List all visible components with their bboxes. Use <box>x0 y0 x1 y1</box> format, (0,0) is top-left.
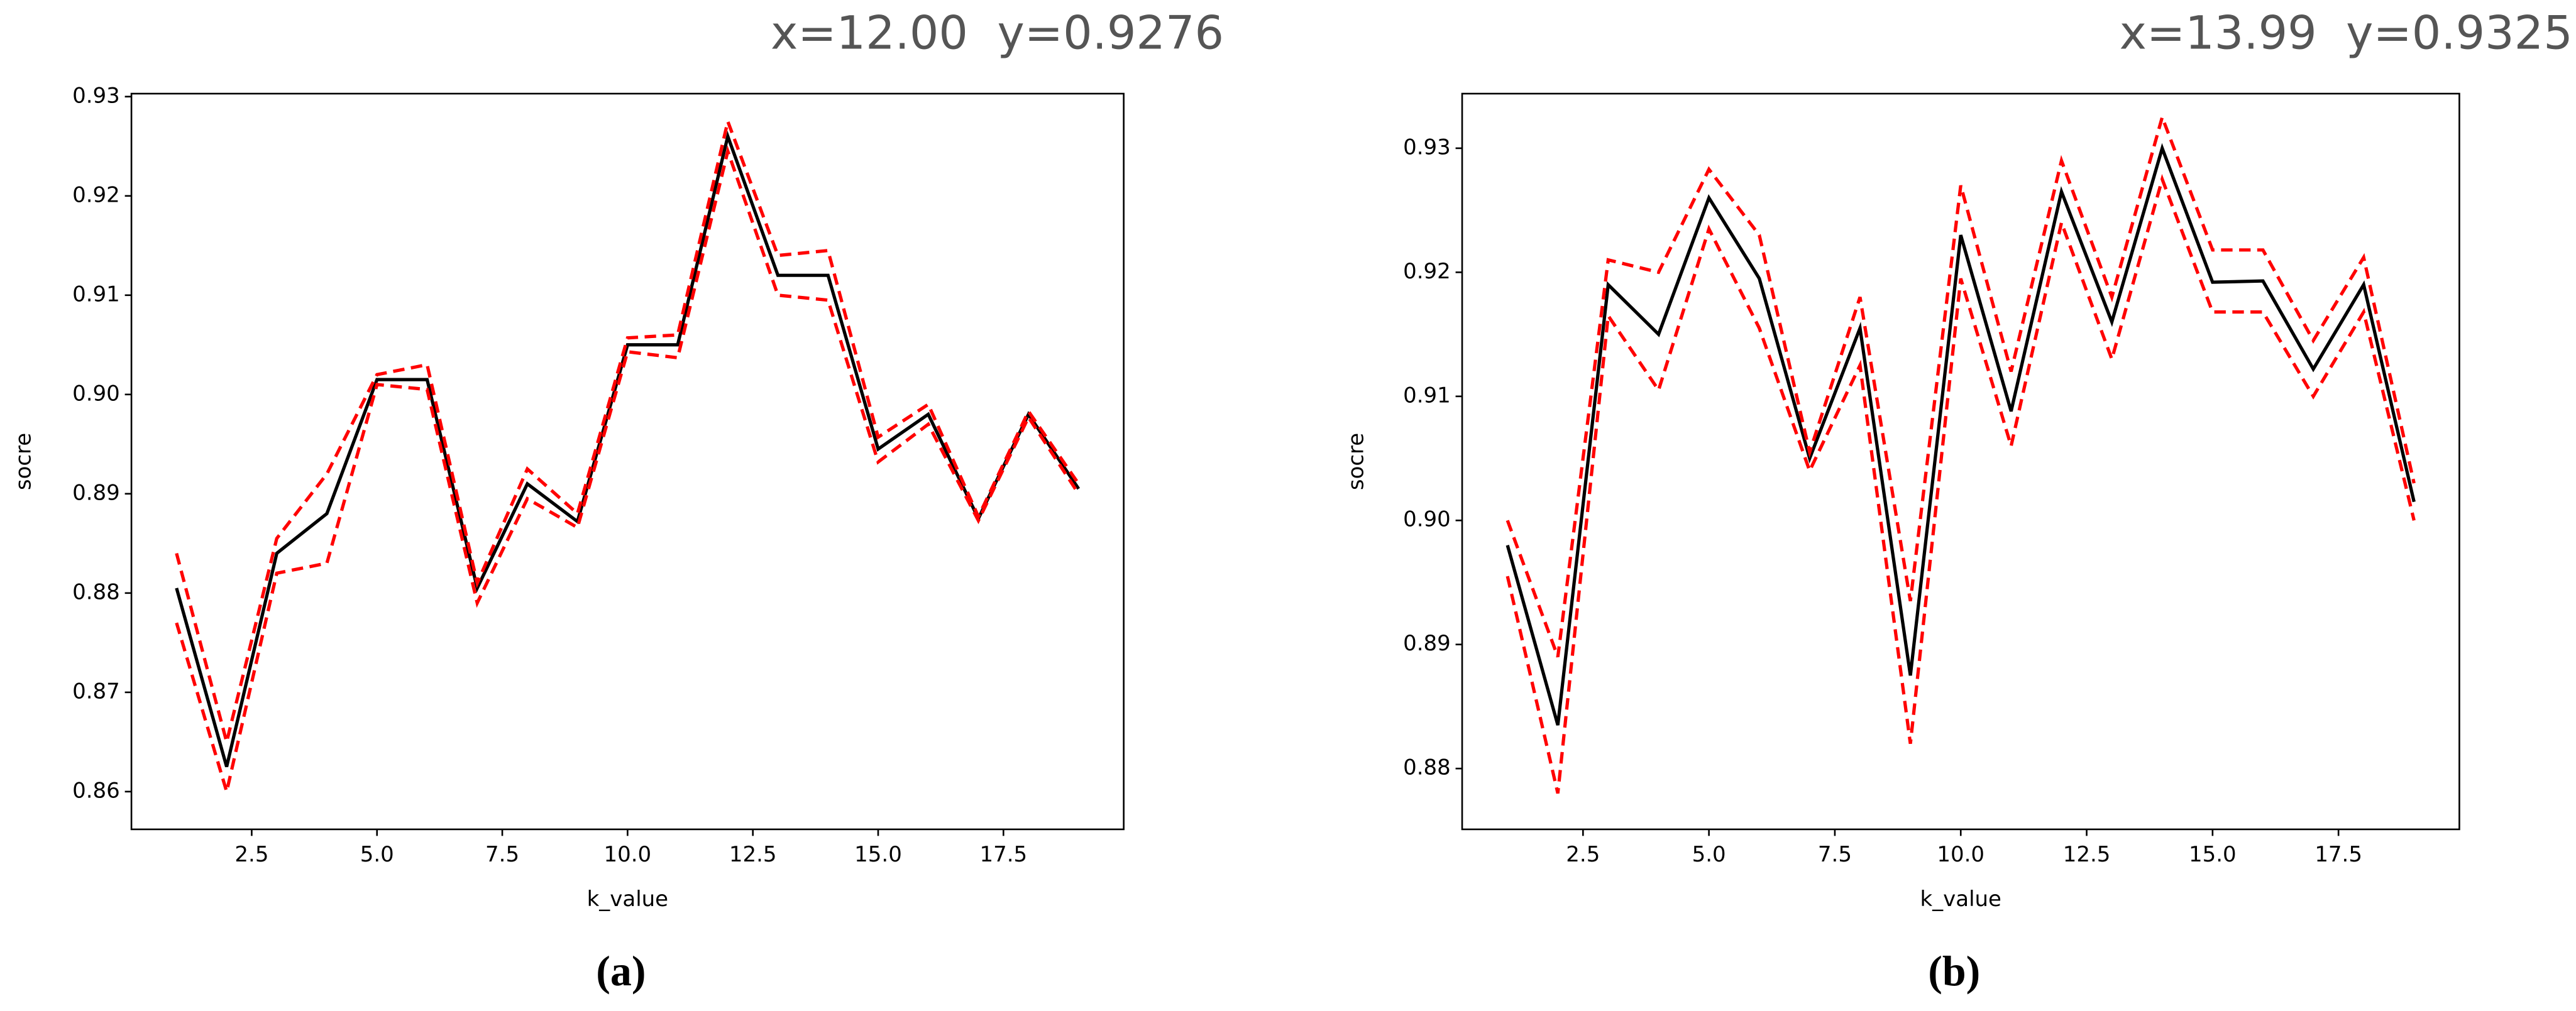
caption: (a) <box>596 947 646 995</box>
x-axis-label: k_value <box>587 887 668 912</box>
x-tick-label: 7.5 <box>1818 842 1852 867</box>
y-tick-label: 0.86 <box>72 778 120 803</box>
status-readout: x=13.99 y=0.9325 <box>2120 7 2573 60</box>
line-series <box>175 145 1081 799</box>
x-tick-label: 12.5 <box>729 842 777 867</box>
line-series <box>1505 173 2416 794</box>
y-tick-label: 0.89 <box>72 480 120 505</box>
y-tick-label: 0.88 <box>72 579 120 604</box>
line-series <box>175 130 1081 768</box>
x-tick-label: 10.0 <box>604 842 652 867</box>
x-tick-label: 17.5 <box>979 842 1027 867</box>
plot-frame <box>130 92 1125 831</box>
x-tick-label: 5.0 <box>1692 842 1726 867</box>
plot-frame <box>1461 92 2460 831</box>
y-axis-label: socre <box>11 433 36 490</box>
y-tick-label: 0.93 <box>1403 134 1451 160</box>
x-tick-label: 2.5 <box>1566 842 1600 867</box>
line-series <box>1505 112 2416 658</box>
y-tick-label: 0.91 <box>72 281 120 307</box>
y-tick-label: 0.90 <box>72 381 120 406</box>
y-tick-label: 0.89 <box>1403 631 1451 656</box>
y-tick-label: 0.92 <box>72 182 120 207</box>
y-tick-label: 0.93 <box>72 83 120 108</box>
x-axis-label: k_value <box>1920 887 2001 912</box>
y-tick-label: 0.90 <box>1403 507 1451 532</box>
y-axis-label: socre <box>1343 433 1368 490</box>
line-series <box>1505 143 2416 726</box>
caption: (b) <box>1928 947 1980 995</box>
line-series <box>175 116 1081 743</box>
x-tick-label: 2.5 <box>234 842 268 867</box>
x-tick-label: 15.0 <box>2189 842 2237 867</box>
y-tick-label: 0.88 <box>1403 755 1451 780</box>
x-tick-label: 7.5 <box>485 842 519 867</box>
y-tick-label: 0.92 <box>1403 259 1451 284</box>
x-tick-label: 15.0 <box>854 842 902 867</box>
y-tick-label: 0.91 <box>1403 383 1451 408</box>
status-readout: x=12.00 y=0.9276 <box>771 7 1224 60</box>
y-tick-label: 0.87 <box>72 679 120 704</box>
x-tick-label: 12.5 <box>2063 842 2111 867</box>
x-tick-label: 17.5 <box>2315 842 2362 867</box>
x-tick-label: 5.0 <box>360 842 394 867</box>
x-tick-label: 10.0 <box>1937 842 1984 867</box>
